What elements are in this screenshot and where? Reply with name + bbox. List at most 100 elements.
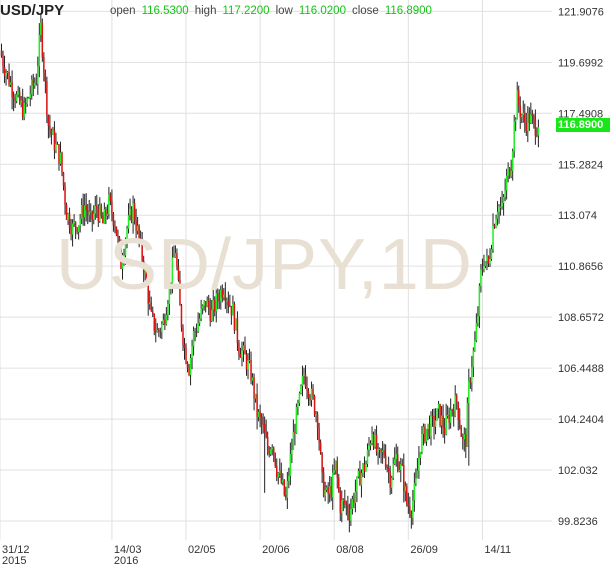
candle-up <box>445 415 447 435</box>
candle-down <box>62 172 65 187</box>
candle-down <box>428 423 431 437</box>
candle-up <box>365 464 367 472</box>
candle-up <box>108 194 110 214</box>
candle-down <box>245 354 248 370</box>
candle-up <box>27 97 30 99</box>
candle-up <box>341 500 343 513</box>
candle-down <box>207 300 210 309</box>
candle-up <box>324 489 326 496</box>
candle-up <box>334 460 337 471</box>
candle-up <box>40 22 42 35</box>
candle-down <box>451 409 453 412</box>
candle-down <box>431 415 434 417</box>
candle-up <box>144 269 146 274</box>
candle-down <box>304 374 307 387</box>
candle-down <box>307 390 310 399</box>
candle-down <box>345 502 348 505</box>
candle-down <box>138 225 140 239</box>
candle-up <box>415 478 417 484</box>
candle-down <box>74 222 77 228</box>
candle-down <box>312 388 314 397</box>
candle-up <box>292 431 295 450</box>
candle-down <box>111 200 113 215</box>
candle-down <box>389 471 391 488</box>
candle-up <box>15 94 18 102</box>
candle-down <box>133 203 136 221</box>
candle-down <box>481 269 484 271</box>
candle-up <box>226 300 228 302</box>
ohlc-readout: open 116.5300 high 117.2200 low 116.0200 close… <box>110 5 438 17</box>
candle-up <box>241 350 243 358</box>
candle-up <box>328 486 331 494</box>
candle-down <box>531 114 534 117</box>
candle-up <box>449 409 452 423</box>
candle-down <box>53 130 56 151</box>
candle-down <box>139 238 142 240</box>
candle-up <box>530 114 532 123</box>
candle-up <box>83 205 86 218</box>
x-tick-year: 2016 <box>114 555 138 567</box>
candle-down <box>533 116 535 120</box>
candle-down <box>115 226 118 236</box>
candle-down <box>455 395 458 403</box>
candle-up <box>516 90 518 120</box>
candle-up <box>291 449 293 455</box>
candle-down <box>280 470 283 483</box>
candle-up <box>26 98 28 105</box>
candle-up <box>300 386 302 393</box>
x-tick-label: 08/08 <box>336 544 364 556</box>
candle-down <box>285 494 287 498</box>
candle-down <box>327 487 329 494</box>
candle-up <box>498 206 500 212</box>
candle-down <box>443 428 446 435</box>
candle-down <box>452 411 455 417</box>
candle-up <box>474 340 476 351</box>
open-label: open <box>110 5 136 17</box>
candle-down <box>309 398 311 401</box>
candle-up <box>521 114 523 118</box>
candle-down <box>519 105 521 118</box>
candle-down <box>159 330 162 332</box>
candle-down <box>386 466 388 469</box>
candle-up <box>93 213 95 220</box>
last-price-tag: 116.8900 <box>556 118 610 132</box>
candle-up <box>248 360 251 362</box>
x-tick-label: 02/05 <box>188 544 216 556</box>
candle-down <box>86 210 89 216</box>
candle-down <box>100 205 103 217</box>
y-tick-label: 102.032 <box>558 465 598 477</box>
candle-up <box>242 345 245 351</box>
candle-up <box>279 470 281 473</box>
candle-down <box>253 377 255 399</box>
candle-up <box>136 225 139 231</box>
candle-up <box>390 477 393 488</box>
candle-up <box>483 266 485 270</box>
candle-down <box>47 115 50 126</box>
candle-up <box>471 367 473 383</box>
candle-down <box>21 100 24 118</box>
candle-up <box>381 450 384 453</box>
y-tick-label: 117.4908 <box>558 108 603 120</box>
candle-down <box>508 168 511 177</box>
candle-up <box>490 249 493 259</box>
candle-down <box>336 460 338 478</box>
candle-down <box>265 432 267 438</box>
y-tick-label: 121.9076 <box>558 6 604 18</box>
candle-down <box>145 269 148 284</box>
candle-up <box>369 443 372 446</box>
y-tick-label: 115.2824 <box>558 159 603 171</box>
candle-up <box>38 34 41 67</box>
candle-up <box>286 480 289 498</box>
candle-up <box>356 476 358 492</box>
candle-down <box>46 81 48 116</box>
candle-up <box>79 218 81 226</box>
candle-down <box>233 303 236 331</box>
candle-down <box>363 464 366 472</box>
candle-down <box>276 465 278 477</box>
y-tick-label: 108.6572 <box>558 312 604 324</box>
candle-up <box>277 472 280 477</box>
x-tick-label: 26/09 <box>410 544 438 556</box>
candle-down <box>227 300 230 306</box>
candle-down <box>266 437 269 451</box>
